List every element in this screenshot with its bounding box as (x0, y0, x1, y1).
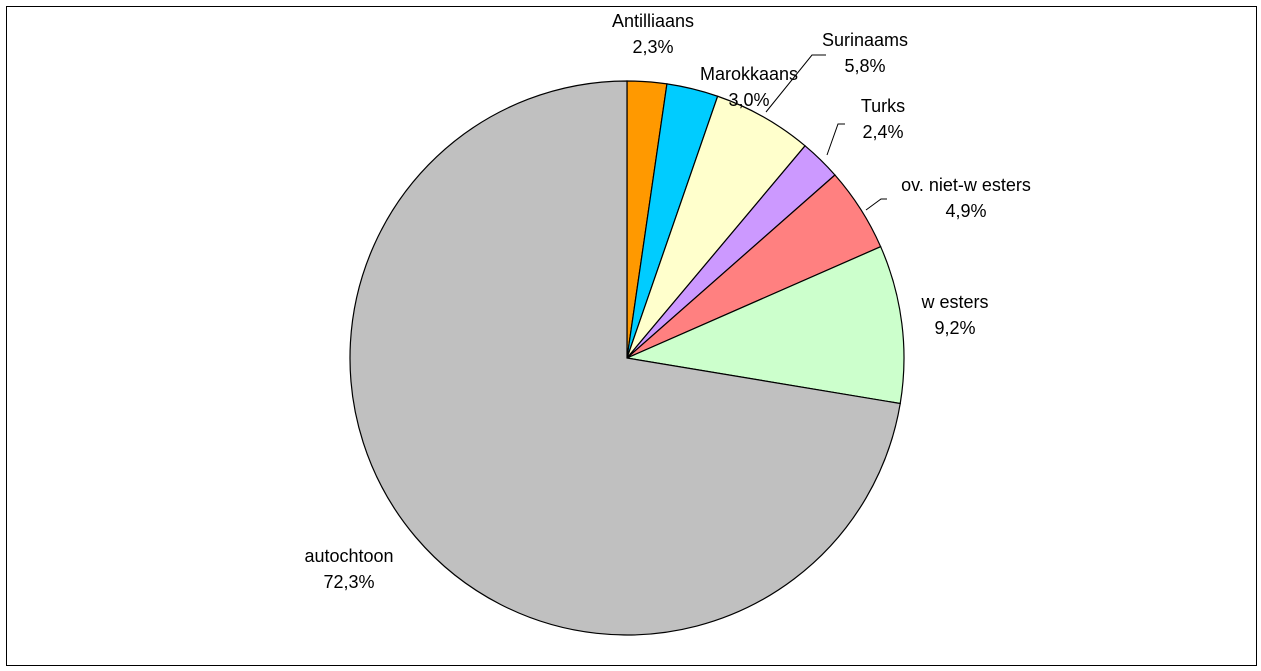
slice-value-antilliaans: 2,3% (632, 37, 673, 57)
slice-label-turks: Turks (861, 96, 905, 116)
slice-label-ov-niet-w-esters: ov. niet-w esters (901, 175, 1031, 195)
slice-value-w-esters: 9,2% (934, 318, 975, 338)
slice-value-surinaams: 5,8% (844, 56, 885, 76)
slice-value-autochtoon: 72,3% (323, 572, 374, 592)
slice-label-surinaams: Surinaams (822, 30, 908, 50)
slice-label-marokkaans: Marokkaans (700, 64, 798, 84)
slice-label-antilliaans: Antilliaans (612, 11, 694, 31)
leader-line-turks (827, 124, 845, 155)
slice-label-autochtoon: autochtoon (304, 546, 393, 566)
slice-value-turks: 2,4% (862, 122, 903, 142)
slice-label-w-esters: w esters (920, 292, 988, 312)
slice-value-ov-niet-w-esters: 4,9% (945, 201, 986, 221)
slice-value-marokkaans: 3,0% (728, 90, 769, 110)
leader-line-ov-niet-w-esters (866, 199, 887, 210)
